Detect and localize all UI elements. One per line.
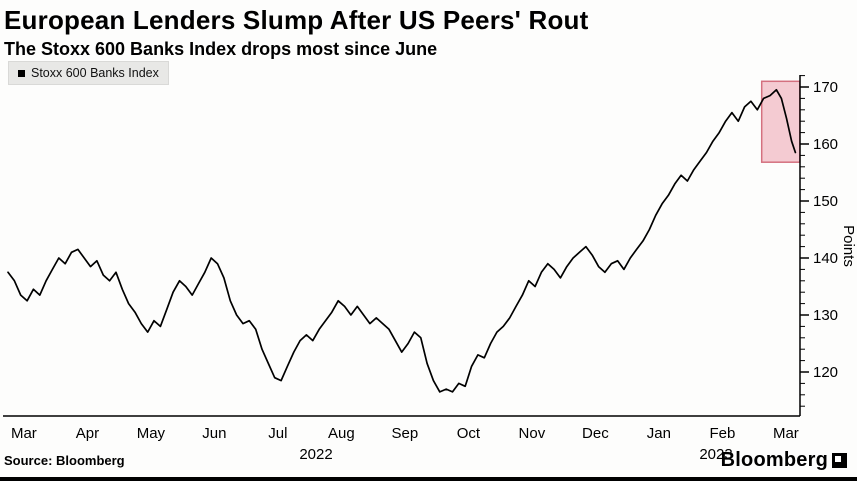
page-title: European Lenders Slump After US Peers' R… — [4, 5, 589, 35]
x-tick-label: Jul — [268, 425, 287, 442]
x-tick-label: Mar — [11, 425, 37, 442]
x-tick-label: Jan — [647, 425, 671, 442]
x-tick-label: Dec — [582, 425, 609, 442]
legend-label: Stoxx 600 Banks Index — [31, 66, 159, 80]
bloomberg-logo: Bloomberg — [721, 449, 847, 472]
x-tick-label: May — [137, 425, 166, 442]
y-tick-label: 140 — [813, 250, 838, 267]
x-tick-label: Apr — [76, 425, 99, 442]
y-tick-label: 150 — [813, 193, 838, 210]
x-tick-label: Oct — [457, 425, 481, 442]
x-tick-label: Sep — [392, 425, 419, 442]
y-tick-label: 120 — [813, 364, 838, 381]
x-tick-label: Jun — [202, 425, 226, 442]
y-axis-title: Points — [840, 225, 857, 267]
x-tick-label: Mar — [773, 425, 799, 442]
page-subtitle: The Stoxx 600 Banks Index drops most sin… — [4, 39, 438, 59]
x-tick-label: Nov — [519, 425, 546, 442]
legend-marker-icon — [18, 69, 25, 77]
bloomberg-logo-text: Bloomberg — [720, 449, 828, 471]
line-chart: 120 130 140 150 160 170 Mar Apr May Jun Jul Aug Sep O… — [3, 75, 857, 463]
y-tick-label: 160 — [813, 136, 838, 153]
data-line — [7, 88, 797, 393]
y-tick-label: 130 — [813, 307, 838, 324]
y-tick-label: 170 — [813, 79, 838, 96]
highlight-box — [760, 80, 801, 163]
legend: Stoxx 600 Banks Index — [8, 61, 169, 85]
x-tick-label: Aug — [328, 425, 355, 442]
year-label: 2022 — [299, 446, 332, 463]
x-tick-label: Feb — [709, 425, 735, 442]
year-label: 2023 — [699, 446, 732, 463]
bloomberg-logo-mark — [832, 453, 847, 468]
source-label: Source: Bloomberg — [4, 453, 125, 468]
